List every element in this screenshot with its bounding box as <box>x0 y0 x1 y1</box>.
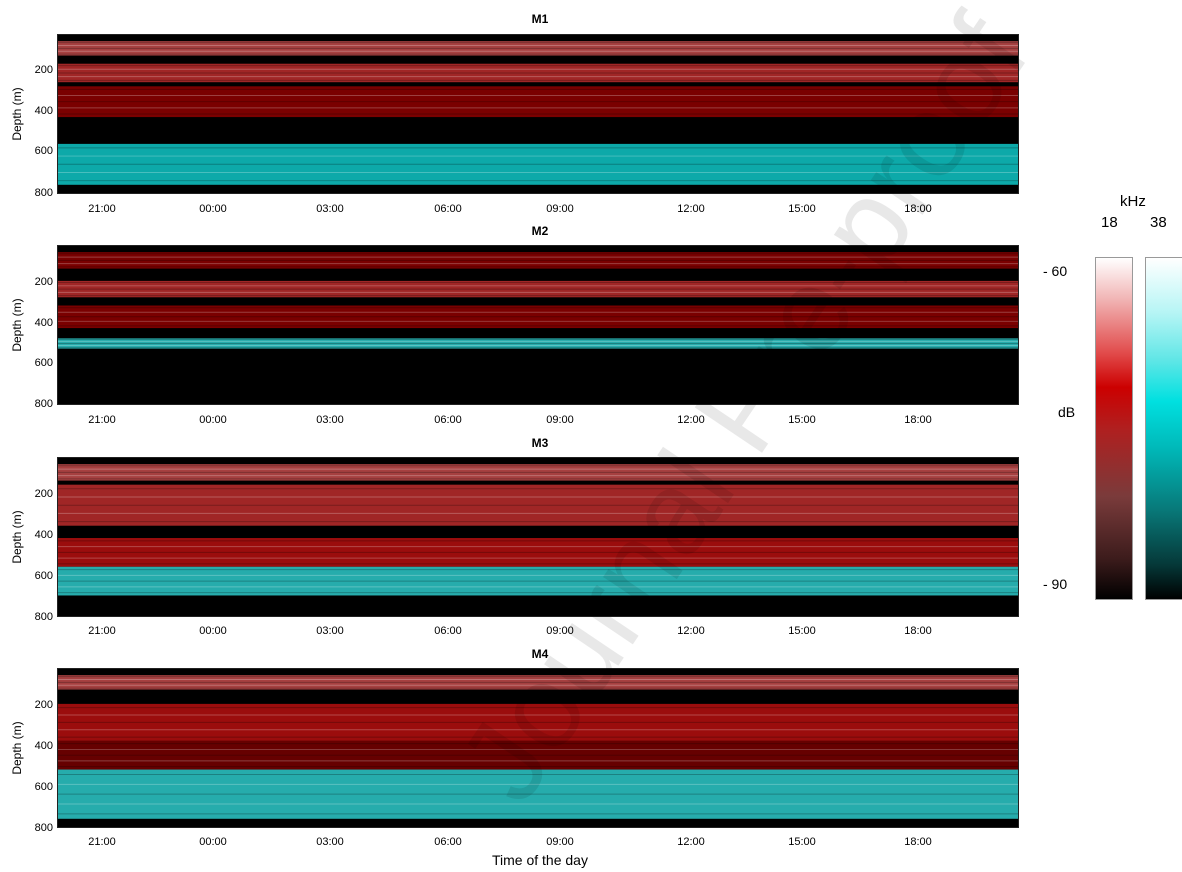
xtick-m2-0300: 03:00 <box>316 414 344 426</box>
echo-band-4 <box>58 338 1018 349</box>
ytick-m3-600: 600 <box>34 570 53 582</box>
colorbar-label-38: 38 <box>1150 214 1167 231</box>
xtick-m3-0000: 00:00 <box>199 625 227 637</box>
no-data-band <box>58 125 1018 144</box>
ytick-m4-800: 800 <box>34 822 53 834</box>
echo-band-2 <box>58 63 1018 83</box>
xtick-m1-0300: 03:00 <box>316 203 344 215</box>
colorbar-label-18: 18 <box>1101 214 1118 231</box>
xtick-m4-0900: 09:00 <box>546 836 574 848</box>
echo-band-3 <box>58 305 1018 329</box>
colorbar-unit: kHz <box>1120 193 1146 210</box>
y-axis-label-m1: Depth (m) <box>10 87 24 141</box>
ytick-m1-200: 200 <box>34 64 53 76</box>
xtick-m1-0000: 00:00 <box>199 203 227 215</box>
colorbar-quantity-label: dB <box>1058 404 1076 420</box>
y-axis-label-m2: Depth (m) <box>10 298 24 352</box>
colorbar-min-label: - 90 <box>1043 576 1068 592</box>
ytick-m3-200: 200 <box>34 488 53 500</box>
echogram-m1-plot <box>58 41 1018 185</box>
xtick-m4-1500: 15:00 <box>788 836 816 848</box>
no-data-band <box>58 350 1018 404</box>
panel-title-m2: M2 <box>531 224 549 238</box>
echo-band-3 <box>58 740 1018 770</box>
xtick-m3-0600: 06:00 <box>434 625 462 637</box>
xtick-m4-0300: 03:00 <box>316 836 344 848</box>
xtick-m1-2100: 21:00 <box>88 203 116 215</box>
xtick-m4-2100: 21:00 <box>88 836 116 848</box>
colorbar-18khz <box>1095 257 1133 600</box>
xtick-m3-1500: 15:00 <box>788 625 816 637</box>
echogram-m2-plot <box>58 252 1018 404</box>
echo-band-1 <box>58 675 1018 690</box>
ytick-m2-800: 800 <box>34 398 53 410</box>
ytick-m3-800: 800 <box>34 611 53 623</box>
echogram-m3-plot <box>58 464 1018 596</box>
xtick-m4-1800: 18:00 <box>904 836 932 848</box>
ytick-m3-400: 400 <box>34 529 53 541</box>
echo-band-2 <box>58 703 1018 741</box>
echo-band-2 <box>58 484 1018 526</box>
y-axis-label-m3: Depth (m) <box>10 510 24 564</box>
echogram-m4-plot <box>58 675 1018 819</box>
xtick-m4-0000: 00:00 <box>199 836 227 848</box>
xtick-m1-1500: 15:00 <box>788 203 816 215</box>
echo-band-4 <box>58 566 1018 596</box>
echo-band-3 <box>58 86 1018 118</box>
xtick-m2-1800: 18:00 <box>904 414 932 426</box>
xtick-m1-1200: 12:00 <box>677 203 705 215</box>
xtick-m3-0300: 03:00 <box>316 625 344 637</box>
xtick-m4-1200: 12:00 <box>677 836 705 848</box>
ytick-m2-200: 200 <box>34 276 53 288</box>
ytick-m4-200: 200 <box>34 699 53 711</box>
echogram-m1 <box>57 34 1019 194</box>
ytick-m2-600: 600 <box>34 357 53 369</box>
xtick-m3-1200: 12:00 <box>677 625 705 637</box>
ytick-m1-400: 400 <box>34 105 53 117</box>
echogram-m2 <box>57 245 1019 405</box>
ytick-m4-600: 600 <box>34 781 53 793</box>
echo-band-1 <box>58 41 1018 56</box>
y-axis-label-m4: Depth (m) <box>10 721 24 775</box>
echo-band-3 <box>58 538 1018 567</box>
panel-title-m1: M1 <box>531 12 549 26</box>
echo-band-1 <box>58 252 1018 269</box>
xtick-m2-0600: 06:00 <box>434 414 462 426</box>
xtick-m4-0600: 06:00 <box>434 836 462 848</box>
panel-title-m3: M3 <box>531 436 549 450</box>
xtick-m1-1800: 18:00 <box>904 203 932 215</box>
xtick-m2-0900: 09:00 <box>546 414 574 426</box>
echogram-m3 <box>57 457 1019 617</box>
colorbar-max-label: - 60 <box>1043 263 1068 279</box>
xtick-m2-1500: 15:00 <box>788 414 816 426</box>
ytick-m4-400: 400 <box>34 740 53 752</box>
colorbar-38khz <box>1145 257 1182 600</box>
ytick-m1-800: 800 <box>34 187 53 199</box>
ytick-m2-400: 400 <box>34 317 53 329</box>
echo-band-4 <box>58 143 1018 185</box>
xtick-m3-2100: 21:00 <box>88 625 116 637</box>
xtick-m3-0900: 09:00 <box>546 625 574 637</box>
x-axis-label: Time of the day <box>492 852 588 868</box>
xtick-m1-0900: 09:00 <box>546 203 574 215</box>
echo-band-2 <box>58 280 1018 298</box>
xtick-m2-1200: 12:00 <box>677 414 705 426</box>
panel-title-m4: M4 <box>531 647 549 661</box>
xtick-m2-0000: 00:00 <box>199 414 227 426</box>
xtick-m3-1800: 18:00 <box>904 625 932 637</box>
xtick-m2-2100: 21:00 <box>88 414 116 426</box>
echogram-m4 <box>57 668 1019 828</box>
xtick-m1-0600: 06:00 <box>434 203 462 215</box>
ytick-m1-600: 600 <box>34 145 53 157</box>
echo-band-1 <box>58 464 1018 481</box>
echo-band-4 <box>58 769 1018 819</box>
